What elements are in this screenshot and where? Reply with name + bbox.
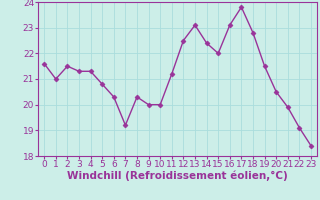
X-axis label: Windchill (Refroidissement éolien,°C): Windchill (Refroidissement éolien,°C) [67, 171, 288, 181]
